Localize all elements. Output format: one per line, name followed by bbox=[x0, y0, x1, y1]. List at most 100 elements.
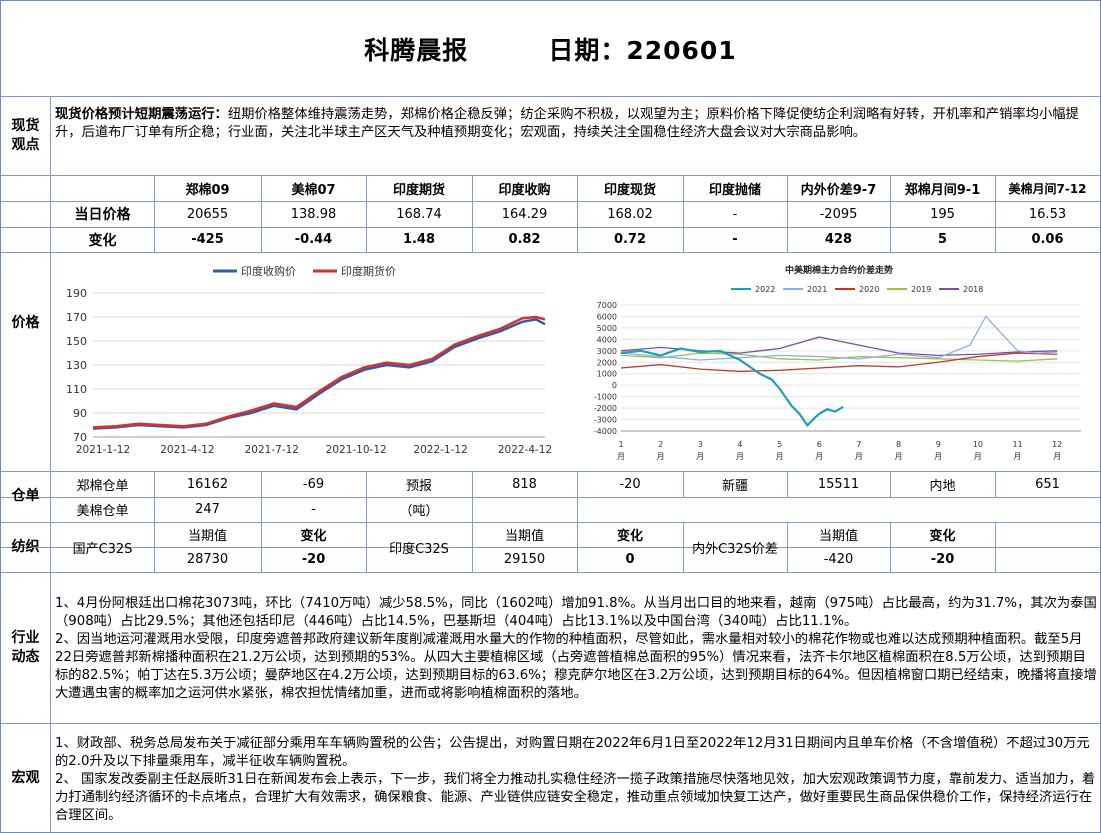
y-tick-label: 1000 bbox=[597, 370, 617, 379]
macro-news-item: 1、财政部、税务总局发布关于减征部分乘用车车辆购置税的公告；公告提出，对购置日期… bbox=[55, 736, 1090, 769]
x-tick-label: 月 bbox=[855, 452, 863, 461]
legend-label: 2020 bbox=[859, 285, 879, 294]
price-header-us-month: 美棉月间7-12 bbox=[1008, 181, 1087, 196]
spot-view-headline: 现货价格预计短期震荡运行： bbox=[55, 107, 228, 122]
warehouse-xj-value: 15511 bbox=[817, 476, 860, 492]
price-header-in-purchase: 印度收购 bbox=[498, 182, 551, 198]
x-tick-label: 2021-7-12 bbox=[245, 444, 299, 456]
price-today-cell: 195 bbox=[930, 206, 955, 222]
price-change-cell: -425 bbox=[191, 232, 224, 247]
warehouse-us-value: 247 bbox=[195, 502, 220, 517]
price-header-spread: 内外价差9-7 bbox=[800, 182, 877, 198]
x-tick-label: 月 bbox=[736, 452, 744, 461]
macro-news-item: 2、 国家发改委副主任赵辰昕31日在新闻发布会上表示，下一步，我们将全力推动扎实… bbox=[55, 772, 1096, 823]
x-tick-label: 月 bbox=[617, 452, 625, 461]
price-header-zz09: 郑棉09 bbox=[185, 182, 230, 198]
x-tick-label: 3 bbox=[698, 440, 703, 449]
y-tick-label: 5000 bbox=[597, 324, 617, 333]
x-tick-label: 月 bbox=[776, 452, 784, 461]
y-tick-label: 0 bbox=[612, 381, 617, 390]
price-header-us07: 美棉07 bbox=[291, 182, 336, 198]
x-tick-label: 1 bbox=[618, 440, 623, 449]
x-tick-label: 2022-4-12 bbox=[498, 444, 552, 456]
warehouse-unit: （吨） bbox=[399, 504, 439, 519]
price-today-cell: 164.29 bbox=[501, 206, 548, 222]
x-tick-label: 9 bbox=[936, 440, 941, 449]
textile-in-label: 印度C32S bbox=[389, 541, 449, 557]
textile-chg-header: 变化 bbox=[616, 529, 643, 544]
section-label-industry: 行业 动态 bbox=[11, 629, 40, 665]
spot-view-body: 纽期价格整体维持震荡走势，郑棉价格企稳反弹；纺企采购不积极，以观望为主；原料价格… bbox=[55, 107, 1079, 140]
price-change-cell: -0.44 bbox=[294, 232, 333, 247]
y-tick-label: 150 bbox=[66, 335, 87, 348]
macro-news: 1、财政部、税务总局发布关于减征部分乘用车车辆购置税的公告；公告提出，对购置日期… bbox=[55, 735, 1097, 825]
textile-chg-header: 变化 bbox=[929, 529, 956, 544]
y-tick-label: 4000 bbox=[597, 335, 617, 344]
section-label-macro: 宏观 bbox=[11, 769, 40, 786]
x-tick-label: 11 bbox=[1012, 440, 1022, 449]
legend-label: 印度收购价 bbox=[241, 264, 296, 278]
industry-news-item: 1、4月份阿根廷出口棉花3073吨，环比（7410万吨）减少58.5%，同比（1… bbox=[55, 596, 1097, 629]
textile-cur-header: 当期值 bbox=[504, 529, 544, 544]
x-tick-label: 月 bbox=[1014, 452, 1022, 461]
warehouse-zz-value: 16162 bbox=[186, 476, 229, 492]
price-change-cell: 428 bbox=[824, 232, 853, 247]
series-line bbox=[620, 352, 1058, 373]
y-tick-label: 3000 bbox=[597, 347, 617, 356]
price-header-zz-month: 郑棉月间9-1 bbox=[904, 182, 981, 198]
series-line bbox=[620, 315, 1058, 361]
y-tick-label: 70 bbox=[73, 431, 87, 444]
price-today-cell: -2095 bbox=[819, 206, 858, 222]
x-tick-label: 月 bbox=[934, 452, 942, 461]
textile-spread-value: -420 bbox=[823, 552, 854, 567]
industry-news: 1、4月份阿根廷出口棉花3073吨，环比（7410万吨）减少58.5%，同比（1… bbox=[55, 595, 1097, 703]
warehouse-forecast-value: 818 bbox=[512, 476, 537, 492]
price-today-cell: - bbox=[732, 206, 738, 222]
x-tick-label: 12 bbox=[1052, 440, 1062, 449]
textile-cur-header: 当期值 bbox=[818, 529, 858, 544]
chart-title: 中美期棉主力合约价差走势 bbox=[785, 264, 893, 276]
warehouse-zz-change: -69 bbox=[302, 476, 325, 492]
price-change-cell: 0.82 bbox=[508, 232, 541, 247]
warehouse-forecast-change: -20 bbox=[619, 476, 641, 492]
x-tick-label: 4 bbox=[737, 440, 742, 449]
warehouse-us-label: 美棉仓单 bbox=[76, 504, 129, 519]
y-tick-label: 130 bbox=[66, 359, 87, 372]
y-tick-label: 7000 bbox=[597, 301, 617, 310]
price-header-in-spot: 印度现货 bbox=[603, 182, 656, 198]
y-tick-label: 2000 bbox=[597, 358, 617, 367]
legend-label: 2019 bbox=[911, 285, 931, 294]
textile-c32s-label: 国产C32S bbox=[72, 541, 133, 557]
x-tick-label: 月 bbox=[1053, 452, 1061, 461]
x-tick-label: 2021-10-12 bbox=[326, 444, 387, 456]
section-label-textile: 纺织 bbox=[11, 538, 40, 555]
price-change-cell: 1.48 bbox=[402, 232, 436, 247]
x-tick-label: 2 bbox=[658, 440, 663, 449]
warehouse-nd-label: 内地 bbox=[929, 478, 956, 494]
textile-cur-header: 当期值 bbox=[187, 529, 227, 544]
y-tick-label: 170 bbox=[66, 311, 87, 324]
spot-view-paragraph: 现货价格预计短期震荡运行：纽期价格整体维持震荡走势，郑棉价格企稳反弹；纺企采购不… bbox=[55, 106, 1095, 142]
price-change-cell: 5 bbox=[937, 232, 948, 247]
series-line bbox=[92, 315, 546, 429]
india-price-chart: 70 90 110 130 150 170 190 2021-1-12 2021-4-12 202… bbox=[66, 264, 552, 456]
report-date: 日期：220601 bbox=[548, 35, 737, 65]
price-today-cell: 168.02 bbox=[607, 206, 653, 222]
x-tick-label: 月 bbox=[895, 452, 903, 461]
section-label-price: 价格 bbox=[11, 314, 40, 331]
y-tick-label: 190 bbox=[66, 287, 87, 300]
x-tick-label: 月 bbox=[657, 452, 665, 461]
y-tick-label: -3000 bbox=[594, 416, 617, 425]
x-tick-label: 5 bbox=[777, 440, 782, 449]
section-label-spot: 现货 观点 bbox=[11, 117, 40, 153]
y-tick-label: -4000 bbox=[594, 427, 617, 436]
x-tick-label: 月 bbox=[696, 452, 704, 461]
warehouse-zz-label: 郑棉仓单 bbox=[76, 478, 129, 494]
price-today-cell: 168.74 bbox=[396, 206, 442, 222]
x-tick-label: 月 bbox=[974, 452, 982, 461]
warehouse-us-change: - bbox=[311, 502, 316, 517]
x-tick-label: 2021-4-12 bbox=[160, 444, 214, 456]
y-tick-label: -1000 bbox=[594, 393, 617, 402]
